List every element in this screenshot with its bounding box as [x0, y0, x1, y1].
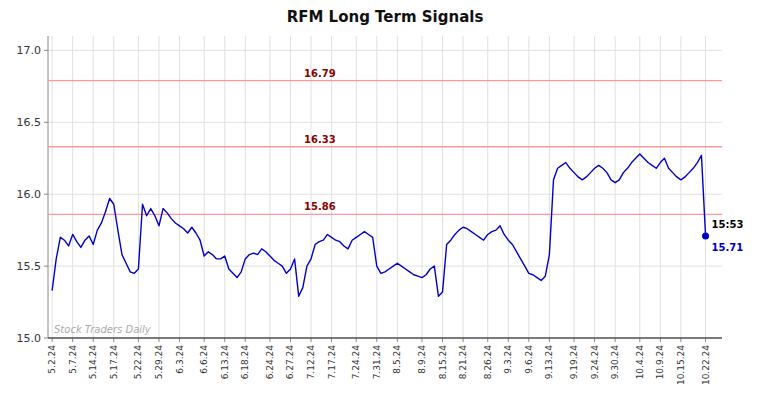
x-grid-line: [463, 36, 464, 338]
chart: 15.0 15.5 16.0 16.5 17.0 5.2.24 5.7.24 5.14.24 5…: [0, 0, 784, 398]
x-grid-line: [615, 36, 616, 338]
x-tick-label: 5.7.24: [68, 345, 78, 374]
x-grid-line: [397, 36, 398, 338]
y-grid-line: [48, 122, 722, 123]
x-tick-label: 6.13.24: [220, 345, 230, 380]
x-grid-line: [705, 36, 706, 338]
x-tick-label: 9.3.24: [503, 345, 513, 374]
x-tick-label: 9.30.24: [610, 345, 620, 380]
x-tick-label: 5.14.24: [88, 345, 98, 380]
x-grid-line: [508, 36, 509, 338]
x-grid-line: [639, 36, 640, 338]
x-tick-label: 5.17.24: [109, 345, 119, 380]
reference-line: [48, 146, 722, 147]
x-tick-label: 10.15.24: [676, 345, 686, 385]
x-grid-line: [574, 36, 575, 338]
x-tick-label: 5.2.24: [47, 345, 57, 374]
x-tick-label: 9.6.24: [524, 345, 534, 374]
x-grid-line: [290, 36, 291, 338]
y-tick-label: 15.5: [17, 260, 42, 273]
axes: 15.0 15.5 16.0 16.5 17.0 5.2.24 5.7.24 5.14.24 5…: [17, 36, 723, 385]
y-grid-line: [48, 194, 722, 195]
x-tick-label: 6.6.24: [199, 345, 209, 374]
watermark: Stock Traders Daily: [54, 324, 152, 335]
y-tick-label: 17.0: [17, 44, 42, 57]
x-tick-label: 8.15.24: [438, 345, 448, 380]
x-grid-line: [331, 36, 332, 338]
x-grid-line: [72, 36, 73, 338]
y-tick-label: 15.0: [17, 332, 42, 345]
x-tick-label: 7.12.24: [306, 345, 316, 380]
y-tick: [44, 266, 48, 267]
x-grid-line: [52, 36, 53, 338]
x-tick-label: 8.26.24: [483, 345, 493, 380]
x-grid-line: [158, 36, 159, 338]
reference-line-label: 16.33: [304, 134, 336, 145]
x-tick-label: 8.5.24: [392, 345, 402, 374]
x-grid-line: [113, 36, 114, 338]
x-tick-label: 10.4.24: [635, 345, 645, 380]
y-tick-label: 16.5: [17, 116, 42, 129]
x-grid-line: [311, 36, 312, 338]
reference-line: [48, 80, 722, 81]
x-grid-line: [224, 36, 225, 338]
last-point: [702, 232, 709, 239]
y-axis-line: [48, 36, 49, 338]
title: RFM Long Term Signals: [287, 8, 484, 26]
x-tick-label: 7.31.24: [372, 345, 382, 380]
x-grid-line: [356, 36, 357, 338]
x-tick-label: 8.9.24: [417, 345, 427, 374]
y-tick: [44, 50, 48, 51]
y-tick-label: 16.0: [17, 188, 42, 201]
reference-line: [48, 214, 722, 215]
y-tick: [44, 122, 48, 123]
y-grid-line: [48, 50, 722, 51]
x-tick-label: 8.21.24: [458, 345, 468, 380]
reference-line-label: 15.86: [304, 201, 336, 212]
x-grid-line: [487, 36, 488, 338]
x-tick-label: 6.18.24: [240, 345, 250, 380]
x-grid-line: [376, 36, 377, 338]
labels: 16.79 16.33 15.86 15:53 15.71 Stock Traders D…: [54, 68, 743, 335]
x-tick-label: 10.22.24: [701, 345, 711, 385]
x-axis-line: [48, 337, 722, 339]
x-grid-line: [204, 36, 205, 338]
x-tick-label: 6.3.24: [175, 345, 185, 374]
y-grid-line: [48, 338, 722, 339]
x-grid-line: [528, 36, 529, 338]
plot-area: [48, 81, 722, 297]
x-tick-label: 5.29.24: [154, 345, 164, 380]
x-grid-line: [660, 36, 661, 338]
last-time-label: 15:53: [712, 219, 744, 230]
x-grid-line: [549, 36, 550, 338]
y-tick: [44, 338, 48, 339]
grid: [48, 36, 722, 338]
x-grid-line: [179, 36, 180, 338]
x-tick-label: 6.27.24: [285, 345, 295, 380]
x-grid-line: [138, 36, 139, 338]
x-tick-label: 10.9.24: [655, 345, 665, 380]
x-tick-label: 9.13.24: [544, 345, 554, 380]
last-value-label: 15.71: [712, 242, 744, 253]
x-tick-label: 6.24.24: [265, 345, 275, 380]
x-grid-line: [269, 36, 270, 338]
x-tick-label: 7.17.24: [327, 345, 337, 380]
x-tick-label: 9.24.24: [590, 345, 600, 380]
y-grid-line: [48, 266, 722, 267]
x-grid-line: [680, 36, 681, 338]
price-line: [52, 154, 705, 296]
x-grid-line: [245, 36, 246, 338]
x-tick-label: 5.22.24: [133, 345, 143, 380]
y-tick: [44, 194, 48, 195]
x-grid-line: [93, 36, 94, 338]
x-grid-line: [594, 36, 595, 338]
reference-line-label: 16.79: [304, 68, 336, 79]
x-grid-line: [421, 36, 422, 338]
x-tick-label: 9.19.24: [569, 345, 579, 380]
x-tick-label: 7.24.24: [351, 345, 361, 380]
